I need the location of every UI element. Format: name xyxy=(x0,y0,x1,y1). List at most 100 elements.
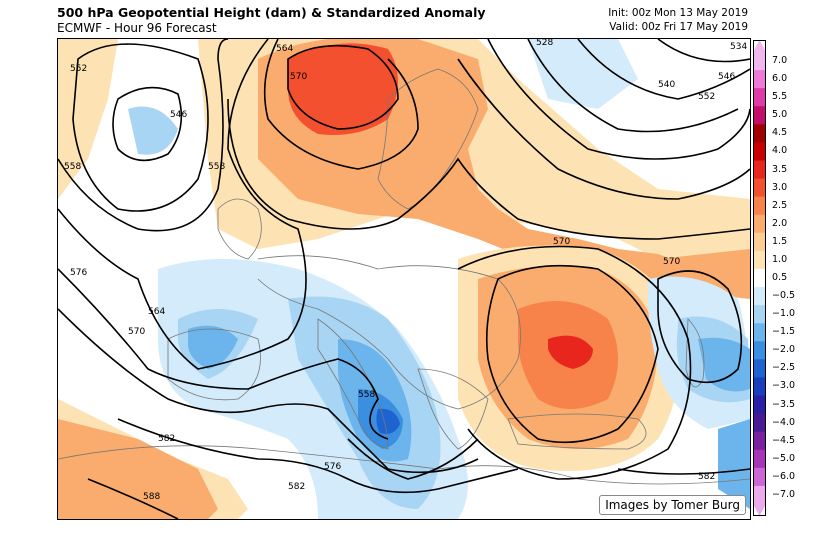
colorbar-cell xyxy=(753,196,766,216)
colorbar-tick-label: −0.5 xyxy=(772,290,796,302)
contour-570-east xyxy=(657,270,743,384)
contour-570-center xyxy=(485,264,659,444)
negative-anomaly-north-center xyxy=(528,39,638,109)
colorbar-cell xyxy=(753,449,766,469)
contour-576-south xyxy=(347,438,479,480)
contour-582-arc xyxy=(117,418,519,494)
map-title: 500 hPa Geopotential Height (dam) & Stan… xyxy=(57,5,486,20)
colorbar-tick-label: 3.5 xyxy=(772,163,788,175)
contour-label-564: 564 xyxy=(276,44,293,54)
contour-label-576-b: 576 xyxy=(324,462,341,472)
colorbar-tick-label: −1.5 xyxy=(772,326,796,338)
colorbar-cell xyxy=(753,467,766,487)
colorbar-tick-label: 5.0 xyxy=(772,109,788,121)
contour-label-528: 528 xyxy=(536,39,553,48)
colorbar-cell xyxy=(753,485,766,505)
colorbar-tick-label: 0.5 xyxy=(772,272,788,283)
contour-570-north xyxy=(287,44,399,130)
contour-label-534: 534 xyxy=(730,42,747,52)
height-contours xyxy=(58,39,750,519)
contour-588 xyxy=(87,478,179,519)
contour-label-552: 552 xyxy=(70,64,87,74)
coastline-africa xyxy=(58,445,750,485)
contour-570-big xyxy=(227,98,750,240)
coastline-europe xyxy=(257,255,521,410)
colorbar-cell xyxy=(753,305,766,324)
colorbar-tick-label: −4.0 xyxy=(772,416,796,428)
contour-564-east xyxy=(457,58,750,200)
contour-570-arc xyxy=(58,268,389,440)
contour-label-582-c: 582 xyxy=(698,472,715,482)
colorbar-tick-label: −4.5 xyxy=(772,434,796,446)
coastline-iberia xyxy=(167,328,261,401)
colorbar-tick-label: 6.0 xyxy=(772,73,788,85)
valid-time: Valid: 00z Fri 17 May 2019 xyxy=(609,21,748,33)
contour-label-546: 546 xyxy=(170,110,187,120)
colorbar-tick-label: 1.5 xyxy=(772,235,788,247)
colorbar-cells xyxy=(753,40,766,516)
colorbar-cell xyxy=(753,88,766,107)
contour-label-558-c: 558 xyxy=(358,390,375,400)
colorbar-tick-label: 2.5 xyxy=(772,199,788,211)
contour-label-546-e: 546 xyxy=(718,72,735,82)
colorbar-tick-label: 2.0 xyxy=(772,217,788,229)
contour-label-group: 552 546 558 558 564 570 576 564 570 558 … xyxy=(64,39,747,502)
colorbar-tick-label: −7.0 xyxy=(772,488,796,500)
anomaly-map: 552 546 558 558 564 570 576 564 570 558 … xyxy=(58,39,750,519)
contour-558-west xyxy=(58,39,229,232)
colorbar-cell xyxy=(753,160,766,180)
contour-576-arc xyxy=(58,308,479,474)
colorbar-cell xyxy=(753,395,766,415)
contour-546-east xyxy=(577,39,750,100)
contour-label-564-b: 564 xyxy=(148,307,165,317)
contour-552-east xyxy=(527,39,739,133)
contour-label-582: 582 xyxy=(158,434,175,444)
contour-label-588: 588 xyxy=(143,492,160,502)
colorbar-tick-label: −6.0 xyxy=(772,470,796,482)
negative-anomaly-west-core xyxy=(188,325,238,369)
negative-anomaly-southeast xyxy=(718,419,750,509)
colorbar-cell xyxy=(753,124,766,143)
colorbar-cell xyxy=(753,377,766,397)
colorbar-cell xyxy=(753,142,766,161)
contour-558-east xyxy=(487,39,750,160)
coastline-britain xyxy=(217,198,262,260)
coastlines xyxy=(58,68,750,485)
colorbar-cell xyxy=(753,52,766,71)
contour-564-arc xyxy=(58,39,307,370)
contour-576-center xyxy=(457,245,692,480)
negative-anomaly-northwest xyxy=(128,106,178,155)
contour-546-northwest xyxy=(112,86,183,162)
contour-label-558: 558 xyxy=(64,162,81,172)
contour-564-north xyxy=(263,39,419,170)
colorbar-tick-label: −3.0 xyxy=(772,380,796,392)
colorbar-tick-label: 5.5 xyxy=(772,91,788,103)
colorbar-tick-label: −2.5 xyxy=(772,362,796,374)
colorbar-tick-label: 1.0 xyxy=(772,253,788,265)
contour-552-west xyxy=(72,43,209,212)
colorbar-cell xyxy=(753,341,766,360)
colorbar-cell xyxy=(753,359,766,378)
negative-anomaly-east-deep xyxy=(698,337,750,392)
colorbar-cell xyxy=(753,232,766,252)
contour-label-540: 540 xyxy=(658,80,675,90)
positive-anomaly-west xyxy=(58,39,118,199)
colorbar-tick-label: −3.5 xyxy=(772,398,796,410)
colorbar-bottom-arrow xyxy=(753,504,766,516)
colorbar-tick-label: 4.0 xyxy=(772,145,788,157)
colorbar-cell xyxy=(753,413,766,433)
colorbar-cell xyxy=(753,287,766,306)
coastline-scandinavia xyxy=(377,68,479,210)
contour-582-east xyxy=(617,468,750,475)
colorbar-tick-label: −5.0 xyxy=(772,452,796,464)
colorbar-cell xyxy=(753,323,766,342)
contour-label-570-b: 570 xyxy=(128,327,145,337)
map-subtitle: ECMWF - Hour 96 Forecast xyxy=(57,21,217,35)
colorbar-cell xyxy=(753,250,766,270)
positive-anomaly-southwest-orange xyxy=(58,419,218,519)
coastline-italy xyxy=(317,318,389,450)
contour-label-582-b: 582 xyxy=(288,482,305,492)
contour-label-570-d: 570 xyxy=(663,257,680,267)
colorbar-top-arrow xyxy=(753,40,766,52)
colorbar-tick-label: 4.5 xyxy=(772,127,788,139)
